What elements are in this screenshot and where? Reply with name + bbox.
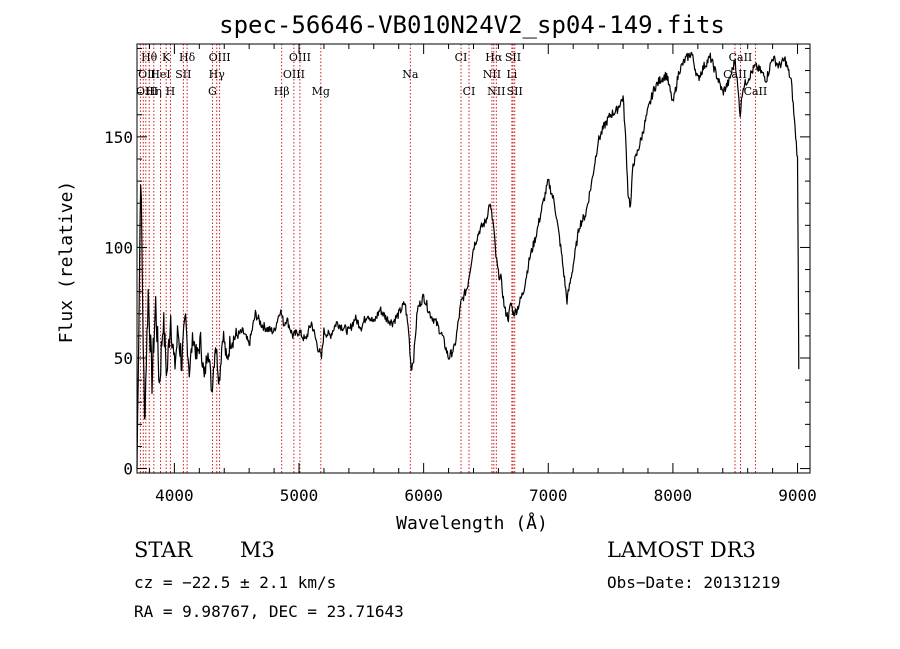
line-label: H xyxy=(166,85,176,98)
line-label: HeI xyxy=(150,68,170,81)
y-tick-label: 100 xyxy=(104,238,133,257)
line-label: Mg xyxy=(312,85,330,98)
line-label: CaII xyxy=(729,51,753,64)
line-label: Hβ xyxy=(274,85,290,98)
line-label: CaII xyxy=(723,68,747,81)
y-tick-label: 150 xyxy=(104,128,133,147)
line-label: OII xyxy=(138,68,156,81)
line-label: OIII xyxy=(283,68,305,81)
y-tick-label: 50 xyxy=(114,349,133,368)
line-label: Hθ xyxy=(141,51,158,64)
line-label: Hη xyxy=(146,85,162,98)
axis-ticks xyxy=(137,44,810,473)
spectral-subclass: M3 xyxy=(240,538,275,562)
x-tick-label: 5000 xyxy=(280,486,319,505)
spectrum-line xyxy=(136,51,800,469)
line-label: SII xyxy=(505,51,521,64)
line-label: G xyxy=(208,85,217,98)
line-label: CI xyxy=(463,85,476,98)
axis-tick-labels: 4000 5000 6000 7000 8000 9000 0 50 100 150 xyxy=(104,128,817,505)
line-label: Na xyxy=(402,68,419,81)
line-label: NII xyxy=(483,68,501,81)
y-axis-label: Flux (relative) xyxy=(56,181,77,344)
line-label: Li xyxy=(506,68,517,81)
line-markers xyxy=(139,44,756,473)
chart-title: spec-56646-VB010N24V2_sp04-149.fits xyxy=(219,11,725,39)
line-label: Hγ xyxy=(209,68,226,81)
x-tick-label: 6000 xyxy=(404,486,443,505)
plot-frame xyxy=(136,43,811,474)
ra-dec-coordinates: RA = 9.98767, DEC = 23.71643 xyxy=(134,602,404,621)
object-type: STAR xyxy=(134,538,193,562)
line-label: OIII xyxy=(209,51,231,64)
line-label: OIII xyxy=(289,51,311,64)
x-tick-label: 8000 xyxy=(654,486,693,505)
x-axis-label: Wavelength (Å) xyxy=(396,512,548,534)
line-label: K xyxy=(162,51,171,64)
observation-date: Obs−Date: 20131219 xyxy=(607,573,781,592)
y-tick-label: 0 xyxy=(123,460,133,479)
redshift-velocity: cz = −22.5 ± 2.1 km/s xyxy=(134,573,337,592)
line-label: SII xyxy=(175,68,191,81)
x-tick-label: 7000 xyxy=(529,486,568,505)
x-tick-label: 4000 xyxy=(155,486,194,505)
survey-name: LAMOST DR3 xyxy=(607,538,756,562)
line-label: Hα xyxy=(485,51,503,64)
line-label: SII xyxy=(507,85,523,98)
line-label: CI xyxy=(455,51,468,64)
line-label: CaII xyxy=(744,85,768,98)
line-label: Hδ xyxy=(179,51,196,64)
x-tick-label: 9000 xyxy=(778,486,817,505)
line-label: OIII xyxy=(136,85,158,98)
line-label: NII xyxy=(487,85,505,98)
